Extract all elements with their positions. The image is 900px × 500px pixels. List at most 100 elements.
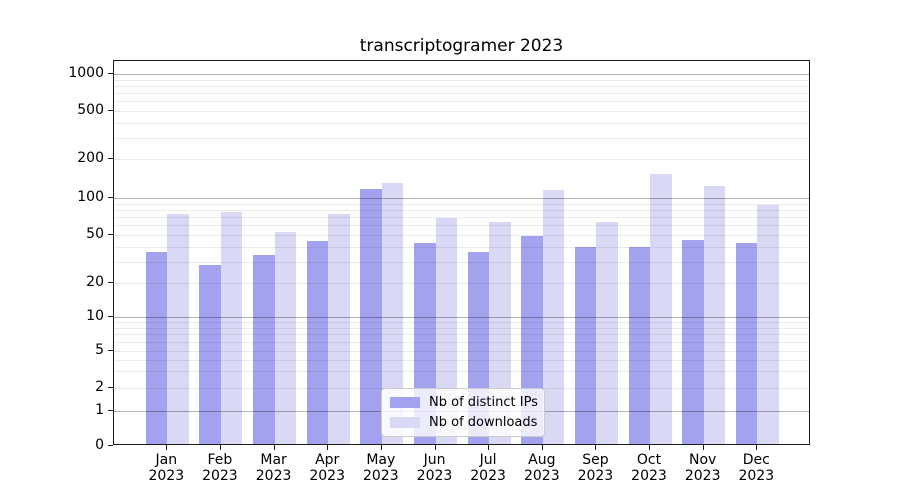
- y-tick-label-500: 500: [77, 102, 104, 118]
- y-tick-mark-20: [108, 281, 113, 283]
- legend-label-distinct-ips: Nb of distinct IPs: [429, 395, 538, 410]
- legend-item-distinct-ips: Nb of distinct IPs: [390, 395, 538, 410]
- x-tick-label-aug: Aug 2023: [523, 452, 560, 484]
- plot-area: Nb of distinct IPs Nb of downloads: [113, 60, 810, 445]
- x-tick-label-dec: Dec 2023: [738, 452, 775, 484]
- gridline-minor-60: [114, 225, 809, 227]
- gridline-minor-9: [114, 322, 809, 324]
- y-tick-label-1000: 1000: [68, 65, 104, 82]
- bar-distinct-ips-may: [360, 189, 382, 444]
- gridline-minor-500: [114, 111, 809, 112]
- y-tick-label-100: 100: [77, 189, 104, 206]
- legend: Nb of distinct IPs Nb of downloads: [381, 388, 545, 437]
- x-tick-mark-dec: [756, 445, 758, 450]
- gridline-minor-900: [114, 79, 809, 81]
- gridline-major-100: [114, 198, 809, 200]
- x-tick-mark-aug: [541, 445, 543, 450]
- x-tick-label-feb: Feb 2023: [202, 452, 238, 484]
- gridline-minor-200: [114, 159, 809, 161]
- gridline-minor-8: [114, 327, 809, 329]
- bar-downloads-aug: [542, 189, 565, 444]
- bar-downloads-oct: [650, 174, 672, 444]
- x-tick-label-sep: Sep 2023: [577, 452, 614, 484]
- y-tick-label-10: 10: [86, 308, 104, 324]
- bar-distinct-ips-oct: [628, 247, 650, 444]
- y-tick-mark-1000: [108, 73, 113, 75]
- y-tick-mark-200: [108, 158, 113, 160]
- legend-swatch-downloads-icon: [390, 417, 420, 428]
- y-tick-mark-500: [108, 110, 113, 111]
- y-tick-label-2: 2: [95, 379, 104, 395]
- y-tick-mark-0: [108, 445, 113, 446]
- x-tick-mark-sep: [595, 445, 597, 450]
- legend-label-downloads: Nb of downloads: [429, 415, 538, 430]
- gridline-minor-6: [114, 341, 809, 343]
- y-tick-label-20: 20: [86, 273, 104, 290]
- x-tick-label-jan: Jan 2023: [148, 452, 185, 484]
- gridline-minor-300: [114, 137, 809, 139]
- y-tick-label-50: 50: [86, 226, 104, 242]
- x-tick-label-jul: Jul 2023: [470, 452, 506, 484]
- x-tick-mark-jul: [488, 445, 490, 450]
- y-tick-label-1: 1: [95, 401, 104, 418]
- y-tick-mark-10: [108, 316, 113, 317]
- y-tick-mark-5: [108, 349, 113, 351]
- bar-downloads-jun: [435, 217, 457, 444]
- gridline-minor-40: [114, 246, 809, 248]
- bar-distinct-ips-nov: [682, 239, 704, 444]
- bar-downloads-feb: [220, 212, 243, 444]
- gridline-major-10: [114, 317, 809, 318]
- bar-distinct-ips-feb: [199, 265, 221, 444]
- x-tick-mark-may: [380, 445, 382, 450]
- gridline-minor-50: [114, 235, 809, 236]
- gridline-minor-70: [114, 217, 809, 219]
- bar-downloads-apr: [328, 213, 350, 444]
- y-tick-label-200: 200: [77, 150, 104, 167]
- legend-item-downloads: Nb of downloads: [390, 415, 538, 430]
- x-tick-label-nov: Nov 2023: [684, 452, 721, 484]
- x-tick-label-may: May 2023: [362, 452, 399, 484]
- bar-distinct-ips-apr: [306, 240, 329, 444]
- gridline-minor-5: [114, 350, 809, 352]
- x-tick-mark-jan: [166, 445, 168, 450]
- y-tick-mark-50: [108, 234, 113, 235]
- x-tick-label-jun: Jun 2023: [416, 452, 453, 484]
- bar-downloads-jan: [167, 213, 189, 444]
- x-tick-label-apr: Apr 2023: [309, 452, 345, 484]
- gridline-minor-800: [114, 86, 809, 88]
- gridline-minor-7: [114, 334, 809, 336]
- x-tick-mark-mar: [273, 445, 275, 450]
- bar-downloads-sep: [596, 222, 618, 444]
- gridline-minor-600: [114, 101, 809, 103]
- y-tick-mark-100: [108, 197, 113, 199]
- x-tick-label-oct: Oct 2023: [631, 452, 667, 484]
- grid-layer: [114, 61, 809, 444]
- bar-distinct-ips-dec: [735, 243, 758, 444]
- gridline-minor-3: [114, 371, 809, 373]
- gridline-minor-80: [114, 210, 809, 211]
- bar-distinct-ips-sep: [574, 247, 597, 444]
- bar-distinct-ips-jan: [145, 251, 168, 444]
- gridline-minor-30: [114, 261, 809, 263]
- y-tick-mark-2: [108, 387, 113, 388]
- x-tick-mark-nov: [702, 445, 704, 450]
- x-tick-mark-feb: [219, 445, 221, 450]
- y-tick-mark-1: [108, 409, 113, 411]
- y-tick-label-0: 0: [95, 437, 104, 453]
- bar-downloads-dec: [757, 204, 779, 444]
- gridline-major-1000: [114, 74, 809, 76]
- gridline-minor-700: [114, 93, 809, 95]
- legend-swatch-distinct-ips-icon: [390, 397, 420, 408]
- gridline-minor-4: [114, 359, 809, 361]
- y-tick-label-5: 5: [95, 341, 104, 358]
- bar-distinct-ips-mar: [253, 254, 275, 444]
- x-tick-mark-oct: [649, 445, 650, 450]
- bar-downloads-nov: [703, 186, 726, 444]
- x-tick-mark-jun: [434, 445, 436, 450]
- gridline-minor-400: [114, 122, 809, 124]
- gridline-minor-20: [114, 282, 809, 284]
- x-tick-mark-apr: [327, 445, 329, 450]
- chart-title: transcriptogramer 2023: [359, 36, 564, 56]
- gridline-minor-90: [114, 203, 809, 205]
- bar-downloads-may: [381, 183, 404, 444]
